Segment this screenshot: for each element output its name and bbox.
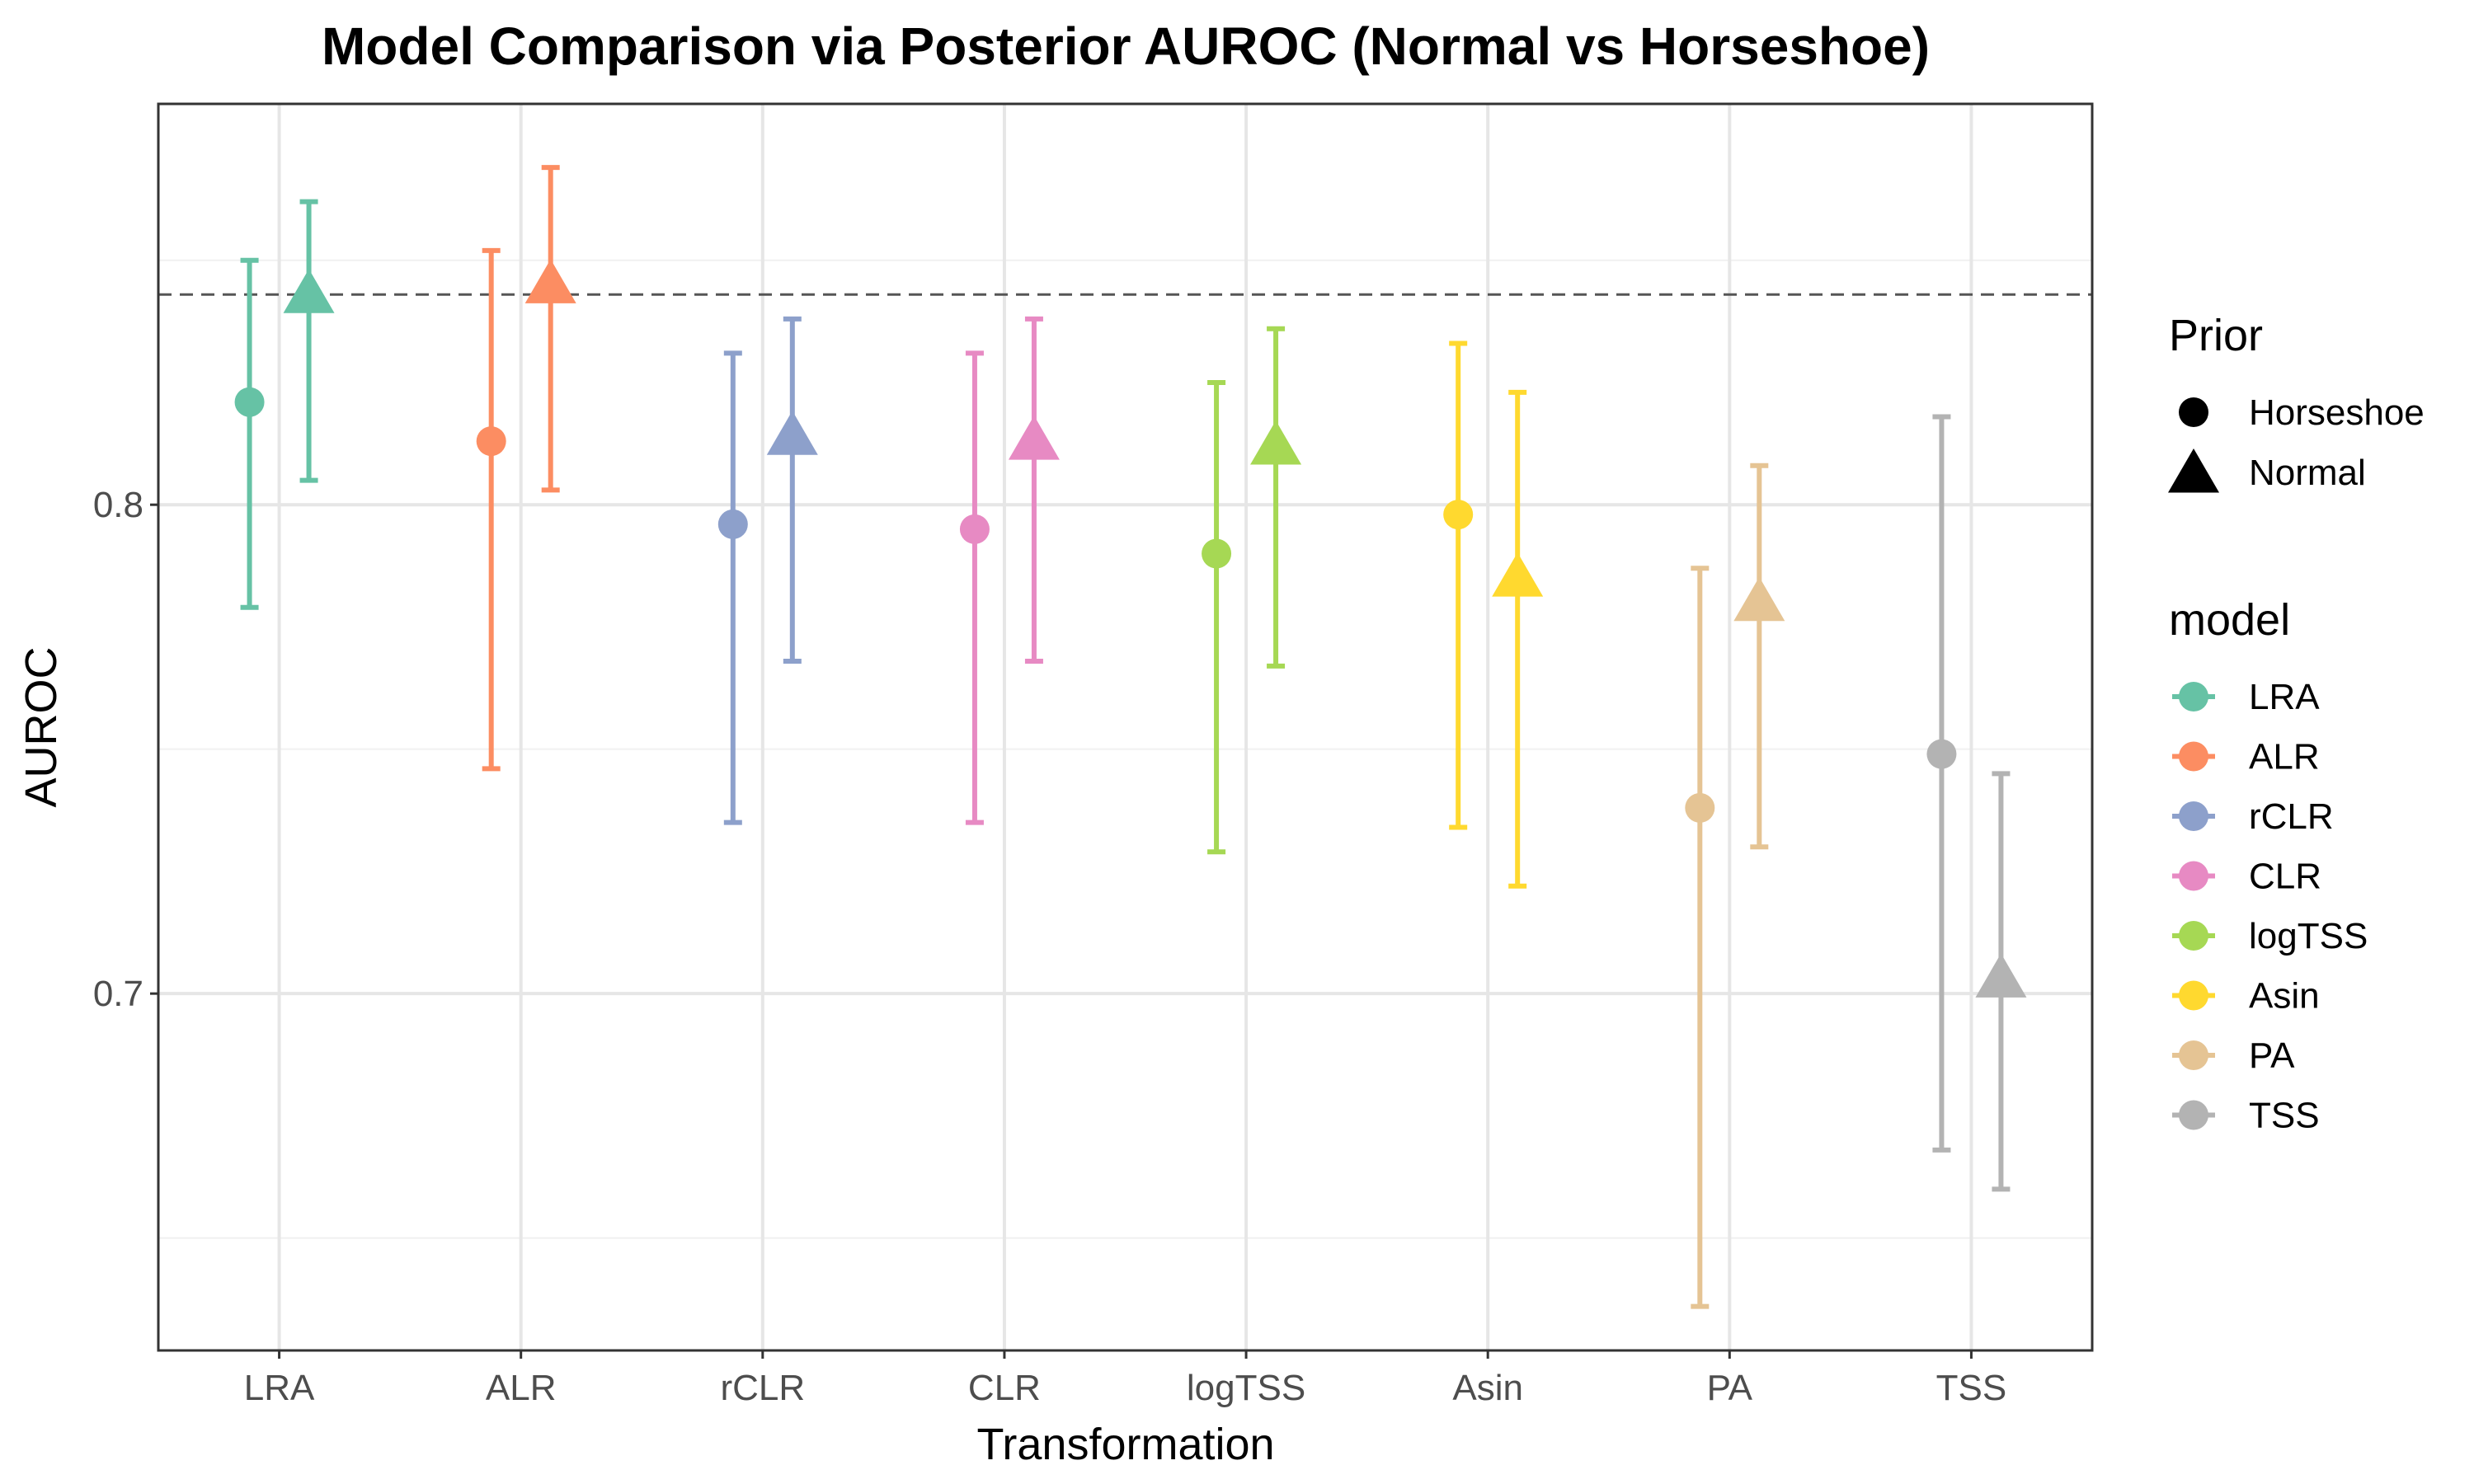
x-tick-label: ALR <box>486 1368 557 1408</box>
x-tick-label: LRA <box>244 1368 315 1408</box>
legend-label: Asin <box>2249 976 2320 1017</box>
plot-panel: 0.7 0.8 LRA ALR rCLR CLR logTSS Asin PA TSS <box>93 102 2094 1408</box>
x-axis-title: Transformation <box>976 1420 1274 1469</box>
legend-key-normal <box>2168 448 2219 493</box>
data-point-horseshoe <box>1926 739 1957 769</box>
model-legend: LRA ALR rCLR CLR logTSS Asin PA TSS <box>2172 677 2368 1136</box>
prior-legend-title: Prior <box>2169 311 2263 360</box>
legend-key-logtss <box>2179 921 2208 951</box>
data-point-horseshoe <box>234 387 265 417</box>
legend-label: CLR <box>2249 857 2321 897</box>
y-tick-label: 0.7 <box>93 974 143 1014</box>
data-point-normal <box>1492 552 1544 597</box>
legend-key-clr <box>2179 861 2208 891</box>
legend-label: LRA <box>2249 677 2320 717</box>
y-axis-title: AUROC <box>16 646 66 807</box>
data-point-horseshoe <box>717 509 748 539</box>
legend-label: PA <box>2249 1036 2295 1076</box>
legend-key-pa <box>2179 1040 2208 1070</box>
x-tick-label: CLR <box>968 1368 1041 1408</box>
data-point-normal <box>1733 576 1785 622</box>
plot-border <box>157 102 2094 1352</box>
x-tick-label: rCLR <box>720 1368 805 1408</box>
x-tick-label: Asin <box>1452 1368 1523 1408</box>
data-point-normal <box>766 411 818 455</box>
x-tick-label: TSS <box>1936 1368 2007 1408</box>
legend-label: rCLR <box>2249 796 2334 837</box>
legend-label: Horseshoe <box>2249 392 2425 433</box>
legend-key-horseshoe <box>2179 397 2208 427</box>
data-point-normal <box>1250 420 1302 465</box>
data-point-horseshoe <box>1443 500 1474 530</box>
legend-key-rclr <box>2179 801 2208 831</box>
model-legend-title: model <box>2169 595 2290 645</box>
plot-background <box>158 104 2092 1350</box>
legend-key-alr <box>2179 741 2208 772</box>
chart-title: Model Comparison via Posterior AUROC (No… <box>322 16 1930 76</box>
data-point-normal <box>1975 953 2027 998</box>
data-point-horseshoe <box>1202 538 1232 569</box>
legend-key-asin <box>2179 980 2208 1011</box>
x-tick-label: PA <box>1707 1368 1753 1408</box>
legend-key-tss <box>2179 1100 2208 1130</box>
legend-label: Normal <box>2249 453 2366 493</box>
data-point-normal <box>1008 416 1060 460</box>
data-point-horseshoe <box>959 514 990 544</box>
legend-label: logTSS <box>2249 916 2368 956</box>
x-tick-label: logTSS <box>1187 1368 1305 1408</box>
y-tick-label: 0.8 <box>93 485 143 525</box>
data-point-horseshoe <box>1685 792 1715 823</box>
legend-label: TSS <box>2249 1096 2320 1136</box>
data-point-normal <box>524 259 576 303</box>
legend-label: ALR <box>2249 737 2320 777</box>
data-point-horseshoe <box>476 426 506 457</box>
legend-key-lra <box>2179 682 2208 711</box>
data-point-normal <box>283 269 335 313</box>
prior-legend: Horseshoe Normal <box>2168 392 2425 493</box>
